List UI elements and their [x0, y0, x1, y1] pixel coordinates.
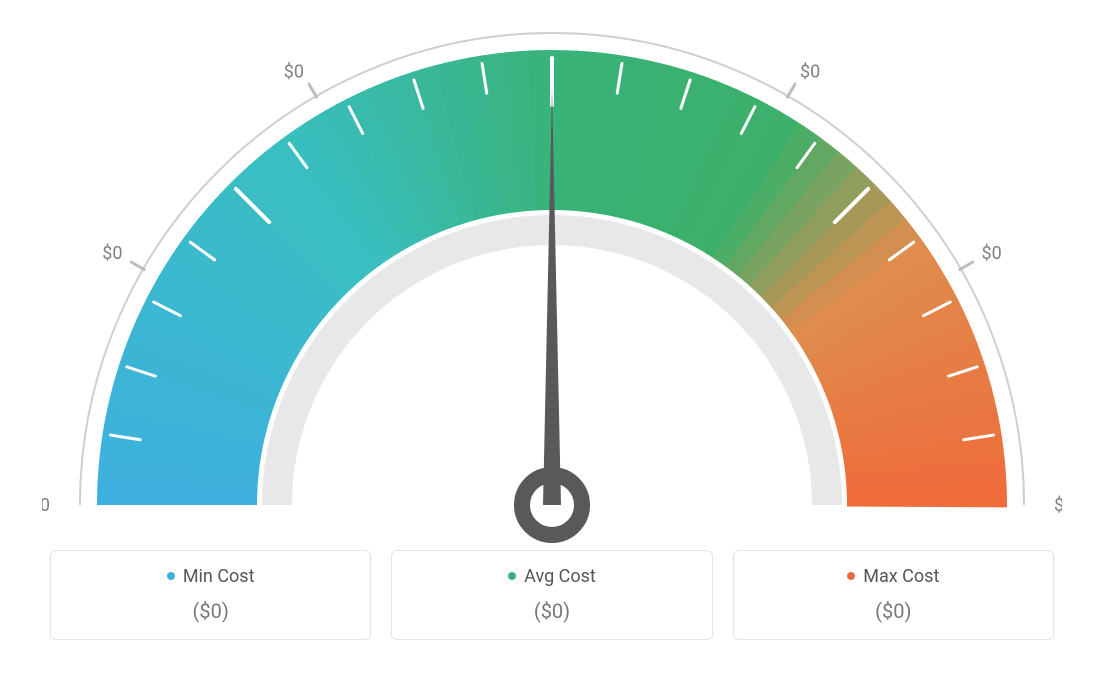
- svg-text:$0: $0: [800, 61, 820, 82]
- legend-text-avg: Avg Cost: [524, 566, 596, 587]
- legend-label-avg: Avg Cost: [508, 566, 596, 587]
- legend-card-min: Min Cost ($0): [50, 550, 371, 640]
- gauge-chart-container: $0$0$0$0$0$0$0 Min Cost ($0) Avg Cost ($…: [0, 0, 1104, 690]
- legend-dot-min: [167, 572, 175, 580]
- legend-label-min: Min Cost: [167, 566, 255, 587]
- svg-text:$0: $0: [42, 495, 50, 516]
- legend-label-max: Max Cost: [847, 566, 939, 587]
- legend-text-max: Max Cost: [863, 566, 939, 587]
- legend-value-min: ($0): [61, 599, 360, 623]
- svg-text:$0: $0: [284, 61, 304, 82]
- legend-row: Min Cost ($0) Avg Cost ($0) Max Cost ($0…: [40, 550, 1064, 640]
- gauge-svg: $0$0$0$0$0$0$0: [42, 10, 1062, 550]
- svg-text:$0: $0: [982, 243, 1002, 264]
- legend-dot-avg: [508, 572, 516, 580]
- legend-card-max: Max Cost ($0): [733, 550, 1054, 640]
- svg-text:$0: $0: [102, 243, 122, 264]
- legend-dot-max: [847, 572, 855, 580]
- legend-value-avg: ($0): [402, 599, 701, 623]
- gauge-wrap: $0$0$0$0$0$0$0: [42, 10, 1062, 540]
- legend-text-min: Min Cost: [183, 566, 255, 587]
- svg-text:$0: $0: [1054, 495, 1062, 516]
- legend-card-avg: Avg Cost ($0): [391, 550, 712, 640]
- legend-value-max: ($0): [744, 599, 1043, 623]
